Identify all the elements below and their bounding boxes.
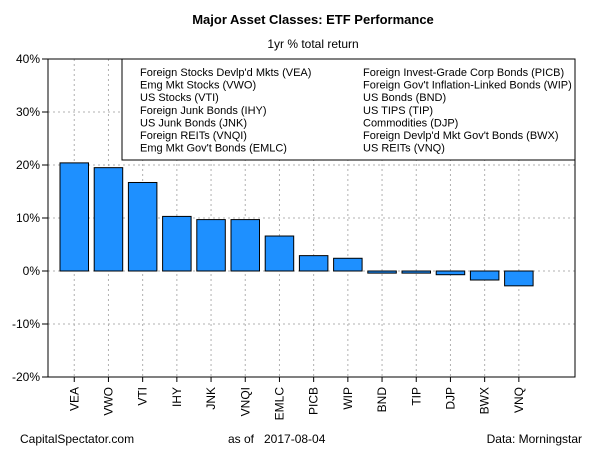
bars [59, 162, 534, 287]
chart-title: Major Asset Classes: ETF Performance [192, 12, 434, 27]
bar-bnd [367, 270, 397, 274]
y-tick-label: -20% [12, 370, 40, 384]
plot-border [47, 58, 576, 378]
y-tick-label: -10% [12, 317, 40, 331]
legend-entry: US TIPS (TIP) [363, 105, 433, 117]
bar-bwx [469, 270, 500, 281]
bar-vea [59, 162, 89, 272]
x-tick-label: VEA [67, 387, 81, 411]
x-tick-label: WIP [341, 387, 355, 410]
y-tick-label: 0% [23, 264, 41, 278]
y-tick-label: 30% [16, 105, 40, 119]
y-tick-label: 10% [16, 211, 40, 225]
x-tick-label: VTI [136, 387, 150, 406]
legend-entry: US Stocks (VTI) [140, 92, 219, 104]
legend-entry: Foreign Junk Bonds (IHY) [140, 105, 267, 117]
grid-lines [48, 58, 575, 378]
x-tick-label: VNQI [238, 387, 252, 416]
bar-vti [127, 181, 158, 272]
footer-as-of-label: as of [228, 432, 255, 446]
legend-entry: Emg Mkt Gov't Bonds (EMLC) [140, 143, 287, 155]
legend-entry: Foreign REITs (VNQI) [140, 130, 247, 142]
legend-entry: US Junk Bonds (JNK) [140, 117, 247, 129]
bar-vwo [93, 167, 124, 272]
legend-entry: US Bonds (BND) [363, 92, 446, 104]
x-tick-label: DJP [443, 387, 457, 410]
bar-wip [333, 257, 363, 272]
bar-ihy [162, 215, 192, 272]
chart-subtitle: 1yr % total return [267, 37, 358, 51]
x-tick-label: BND [375, 387, 389, 413]
x-tick-label: JNK [204, 387, 218, 410]
x-tick-label: TIP [409, 387, 423, 406]
x-tick-label: IHY [170, 387, 184, 407]
legend-entry: Foreign Stocks Devlp'd Mkts (VEA) [140, 67, 311, 79]
footer-source-site: CapitalSpectator.com [20, 432, 134, 446]
legend-box [121, 58, 576, 161]
footer-data-credit: Data: Morningstar [487, 432, 582, 446]
legend-entry: US REITs (VNQ) [363, 143, 445, 155]
x-tick-label: BWX [478, 387, 492, 414]
footer-as-of-date: 2017-08-04 [264, 432, 326, 446]
legend-entry: Foreign Gov't Inflation-Linked Bonds (WI… [363, 80, 572, 92]
bar-emlc [264, 235, 295, 272]
bar-jnk [196, 219, 226, 272]
y-tick-label: 20% [16, 158, 40, 172]
y-tick-label: 40% [16, 52, 40, 66]
bar-djp [435, 270, 466, 276]
bar-vnqi [230, 219, 260, 272]
legend-entry: Emg Mkt Stocks (VWO) [140, 80, 256, 92]
legend-entry: Foreign Devlp'd Mkt Gov't Bonds (BWX) [363, 130, 559, 142]
x-tick-label: VWO [101, 387, 115, 416]
legend-entry: Foreign Invest-Grade Corp Bonds (PICB) [363, 67, 564, 79]
bar-vnq [504, 270, 534, 287]
axes: -20% -10% 0% 10% 20% 30% 40% VEA VWO VTI IHY JNK VNQ… [12, 52, 526, 420]
legend: Foreign Stocks Devlp'd Mkts (VEA)Emg Mkt… [121, 58, 576, 161]
bar-tip [401, 270, 431, 274]
x-tick-label: VNQ [512, 387, 526, 413]
x-tick-label: PICB [307, 387, 321, 415]
x-tick-label: EMLC [272, 387, 286, 421]
bar-picb [298, 255, 329, 272]
legend-entry: Commodities (DJP) [363, 117, 458, 129]
